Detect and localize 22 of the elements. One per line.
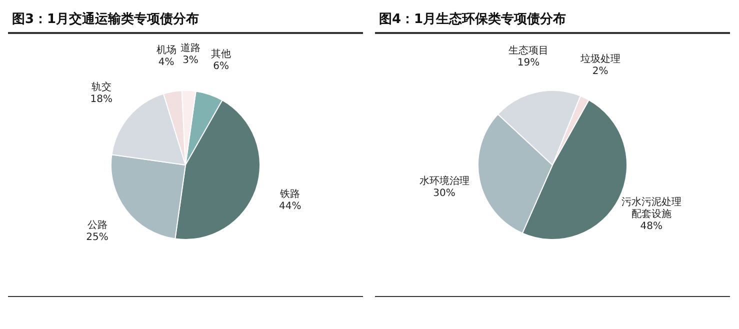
data-label: 48%: [640, 220, 662, 232]
data-label: 2%: [592, 66, 608, 77]
slice-label: 公路: [87, 219, 108, 232]
data-label: 19%: [517, 58, 540, 69]
slice-label: 道路: [180, 42, 201, 54]
slice-label: 水环境治理: [419, 174, 470, 187]
slice-label: 污水污泥处理配套设施: [621, 196, 682, 220]
data-label: 6%: [213, 60, 230, 72]
slice-label: 生态项目: [508, 44, 548, 57]
slice-label: 机场: [156, 44, 176, 56]
slice-label: 垃圾处理: [579, 52, 620, 65]
data-label: 44%: [278, 201, 302, 212]
data-label: 18%: [90, 94, 112, 105]
data-label: 30%: [433, 188, 456, 199]
slice-label: 铁路: [279, 188, 300, 200]
chart-title: 图4：1月生态环保类专项债分布: [375, 8, 730, 34]
data-label: 3%: [182, 55, 198, 66]
data-label: 4%: [158, 56, 174, 68]
slice-label: 其他: [211, 48, 232, 60]
slice-label: 轨交: [91, 80, 112, 93]
chart-title: 图3：1月交通运输类专项债分布: [8, 8, 363, 34]
data-label: 25%: [86, 232, 108, 244]
